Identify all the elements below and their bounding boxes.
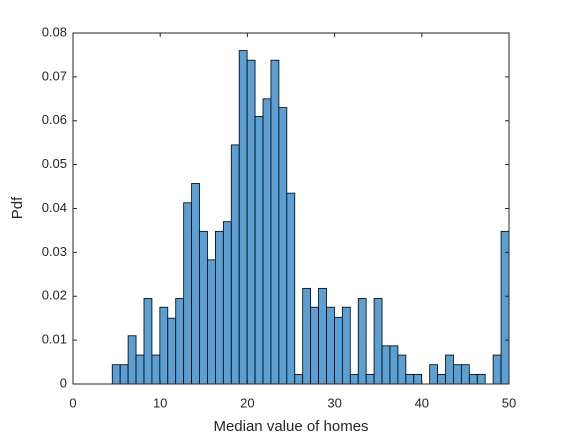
bar	[191, 183, 200, 385]
x-tick-label: 20	[240, 395, 254, 410]
bar	[318, 287, 327, 385]
bar	[135, 354, 145, 385]
y-tick-label: 0.01	[42, 332, 67, 347]
y-axis-label: Pdf	[9, 196, 26, 219]
bar	[381, 345, 391, 385]
bar	[373, 298, 383, 385]
y-tick-label: 0.06	[42, 112, 67, 127]
bar	[445, 354, 454, 385]
bar	[246, 59, 256, 385]
bar	[302, 287, 312, 385]
bar	[468, 373, 478, 385]
bar	[341, 306, 351, 385]
x-tick-label: 50	[502, 395, 516, 410]
bar	[119, 364, 129, 385]
bar	[207, 259, 216, 385]
y-tick-label: 0.04	[42, 200, 67, 215]
bar	[326, 306, 335, 385]
bar	[476, 373, 486, 385]
bar	[222, 221, 232, 385]
bar	[175, 298, 185, 385]
bar	[397, 354, 407, 385]
bar	[278, 107, 288, 385]
y-tick-label: 0	[60, 375, 67, 390]
y-tick-label: 0.02	[42, 288, 67, 303]
x-tick-label: 0	[69, 395, 76, 410]
y-tick-label: 0.03	[42, 244, 67, 259]
bar	[270, 59, 280, 385]
bar	[111, 364, 121, 385]
bar	[183, 202, 192, 385]
bar	[349, 373, 359, 385]
bar	[151, 354, 161, 385]
bar	[167, 317, 177, 385]
bar	[413, 373, 423, 385]
x-tick-label: 30	[327, 395, 341, 410]
bar	[405, 373, 415, 385]
bar	[199, 230, 208, 385]
bar	[460, 364, 470, 385]
bar	[429, 364, 438, 385]
bar	[492, 354, 502, 385]
y-tick-label: 0.08	[42, 24, 67, 39]
bar	[437, 373, 446, 385]
bar	[310, 306, 319, 385]
bar	[254, 115, 264, 385]
y-tick-label: 0.07	[42, 68, 67, 83]
bar	[365, 373, 375, 385]
bar	[262, 98, 272, 385]
bar	[159, 306, 169, 385]
x-axis-label: Median value of homes	[213, 418, 368, 435]
bar	[286, 192, 296, 385]
bar	[238, 50, 248, 385]
bar	[334, 316, 343, 385]
bar	[500, 230, 510, 385]
bar	[453, 364, 462, 385]
y-tick-label: 0.05	[42, 156, 67, 171]
bar	[357, 298, 367, 385]
bar	[214, 230, 224, 385]
bar	[389, 345, 399, 385]
x-tick-label: 40	[415, 395, 429, 410]
bar	[143, 298, 153, 385]
bar	[230, 144, 240, 385]
bar	[127, 335, 137, 385]
bar	[294, 373, 304, 385]
x-tick-label: 10	[153, 395, 167, 410]
